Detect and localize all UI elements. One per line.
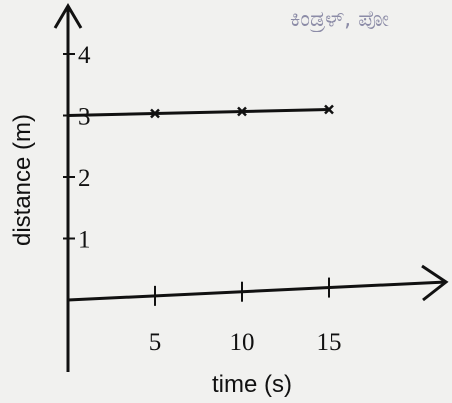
x-tick-label: 5 (149, 329, 162, 356)
x-axis-label: time (s) (212, 371, 292, 398)
x-tick-label: 10 (230, 329, 255, 356)
y-tick-label: 4 (78, 42, 91, 69)
chart-marks: 1 2 3 4 5 10 15 (63, 42, 342, 356)
y-tick-label: 1 (78, 227, 91, 254)
data-point (237, 106, 247, 117)
y-axis-label: distance (m) (9, 114, 36, 246)
data-point (324, 104, 334, 115)
x-axis-arrow (421, 264, 449, 302)
y-tick-label: 3 (78, 104, 91, 131)
y-tick-label: 2 (78, 165, 91, 192)
data-point (150, 108, 160, 119)
x-axis (67, 280, 447, 302)
y-axis-arrow (53, 3, 83, 29)
header-stamp: ಕಿಂಡ್ರಳ್, ಪೋ (290, 7, 390, 32)
series-line (67, 108, 330, 117)
x-tick-label: 15 (317, 329, 342, 356)
